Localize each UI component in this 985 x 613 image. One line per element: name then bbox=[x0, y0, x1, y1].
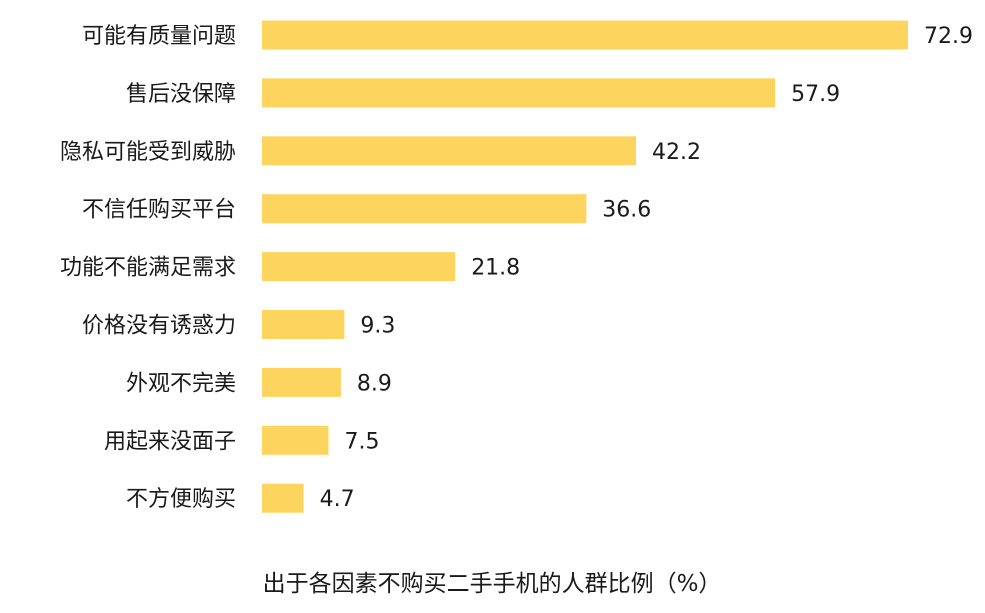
bar bbox=[262, 252, 456, 282]
value-label: 57.9 bbox=[791, 82, 840, 107]
bar bbox=[262, 194, 587, 224]
bars-group bbox=[262, 20, 908, 513]
category-label: 售后没保障 bbox=[126, 82, 236, 107]
category-label: 不信任购买平台 bbox=[82, 198, 236, 223]
value-label: 42.2 bbox=[652, 140, 701, 165]
value-label: 4.7 bbox=[320, 487, 355, 512]
category-label: 可能有质量问题 bbox=[82, 24, 236, 49]
value-label: 7.5 bbox=[345, 429, 380, 454]
value-label: 21.8 bbox=[471, 256, 520, 281]
category-labels-group: 可能有质量问题售后没保障隐私可能受到威胁不信任购买平台功能不能满足需求价格没有诱… bbox=[60, 24, 236, 512]
bar bbox=[262, 367, 341, 397]
category-label: 外观不完美 bbox=[126, 371, 236, 396]
value-label: 8.9 bbox=[357, 371, 392, 396]
bar bbox=[262, 136, 636, 166]
bar bbox=[262, 483, 304, 513]
chart-title: 出于各因素不购买二手手机的人群比例（%） bbox=[263, 571, 722, 597]
category-label: 用起来没面子 bbox=[104, 429, 236, 454]
bar bbox=[262, 78, 776, 108]
category-label: 隐私可能受到威胁 bbox=[60, 140, 236, 165]
category-label: 不方便购买 bbox=[126, 487, 236, 512]
category-label: 价格没有诱惑力 bbox=[82, 314, 236, 339]
bar bbox=[262, 425, 329, 455]
value-label: 72.9 bbox=[924, 24, 973, 49]
bar bbox=[262, 310, 345, 339]
value-label: 9.3 bbox=[360, 314, 395, 339]
category-label: 功能不能满足需求 bbox=[60, 256, 236, 281]
value-labels-group: 72.9 57.9 42.2 36.6 21.8 9.3 8.9 7.5 4.7 bbox=[320, 24, 973, 512]
value-label: 36.6 bbox=[602, 198, 651, 223]
bar bbox=[262, 20, 908, 50]
